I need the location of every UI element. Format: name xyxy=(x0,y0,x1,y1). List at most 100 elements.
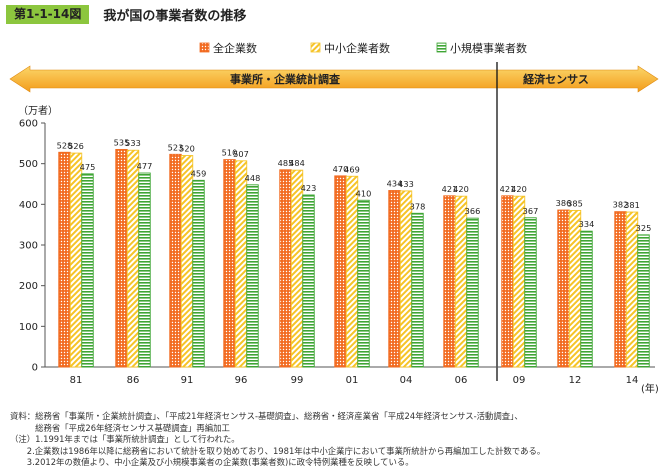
data-label-96-2: 448 xyxy=(245,173,261,183)
bar-01-0 xyxy=(334,175,347,368)
y-tick-label-0: 0 xyxy=(32,363,38,374)
data-label-06-1: 420 xyxy=(453,184,469,194)
y-tick-label-500: 500 xyxy=(19,159,38,170)
x-tick-label-86: 86 xyxy=(127,375,140,386)
x-tick-label-12: 12 xyxy=(569,375,582,386)
data-label-09-1: 420 xyxy=(511,184,527,194)
bar-14-2 xyxy=(637,234,650,368)
bar-04-2 xyxy=(411,212,424,368)
period-label-survey: 事業所・企業統計調査 xyxy=(230,72,340,86)
bar-01-1 xyxy=(345,175,359,368)
bar-09-0 xyxy=(501,195,514,368)
data-label-99-1: 484 xyxy=(289,158,305,168)
data-label-09-2: 367 xyxy=(523,206,539,216)
y-tick-label-400: 400 xyxy=(19,200,38,211)
bar-99-0 xyxy=(279,169,292,368)
period-arrow: 事業所・企業統計調査 経済センサス xyxy=(9,62,659,381)
bar-09-1 xyxy=(512,195,526,368)
bar-09-2 xyxy=(524,217,537,368)
bar-91-2 xyxy=(192,179,205,368)
data-label-12-2: 334 xyxy=(579,219,595,229)
legend: 全企業数 中小企業者数 小規模事業者数 xyxy=(199,41,527,55)
bar-14-1 xyxy=(625,211,639,368)
axes: （万者） 0 100 200 300 400 500 600 81 86 91 96 99 01 04 06 0… xyxy=(18,105,659,395)
bar-99-1 xyxy=(290,169,304,368)
y-tick-label-100: 100 xyxy=(19,322,38,333)
data-label-14-0: 382 xyxy=(613,200,629,210)
data-label-01-0: 470 xyxy=(333,164,349,174)
bar-96-1 xyxy=(234,160,248,368)
bar-06-2 xyxy=(466,217,479,368)
bar-12-2 xyxy=(580,230,593,368)
figure-number-badge: 第1-1-14図 xyxy=(6,4,90,24)
data-label-04-0: 434 xyxy=(387,179,403,189)
x-tick-label-01: 01 xyxy=(346,375,359,386)
bar-96-2 xyxy=(246,184,259,368)
bar-01-2 xyxy=(357,199,370,368)
bar-96-0 xyxy=(223,159,236,368)
data-label-04-1: 433 xyxy=(398,179,414,189)
y-tick-label-300: 300 xyxy=(19,241,38,252)
y-tick-label-200: 200 xyxy=(19,281,38,292)
data-label-01-1: 469 xyxy=(344,164,360,174)
source-notes: 資料：総務省「事業所・企業統計調査」、「平成21年経済センサス-基礎調査」、総務… xyxy=(10,411,545,469)
period-arrow-shape xyxy=(9,65,659,93)
data-label-01-2: 410 xyxy=(356,188,372,198)
figure-title: 我が国の事業者数の推移 xyxy=(103,8,247,24)
bars: 5285264755355334775235204595105074484854… xyxy=(57,137,652,368)
data-label-99-0: 485 xyxy=(278,158,294,168)
legend-swatch-0 xyxy=(199,42,210,53)
data-label-06-0: 421 xyxy=(442,184,458,194)
y-axis-label: （万者） xyxy=(18,105,58,117)
data-label-86-0: 535 xyxy=(114,137,130,147)
data-label-96-1: 507 xyxy=(233,149,249,159)
data-label-91-2: 459 xyxy=(191,168,207,178)
data-label-91-1: 520 xyxy=(179,144,195,154)
bar-81-0 xyxy=(58,151,71,368)
bar-06-1 xyxy=(454,195,468,368)
bar-81-2 xyxy=(81,173,94,368)
note-line-3: 2.企業数は1986年以降に総務省において統計を取り始めており、1981年は中小… xyxy=(10,445,546,456)
bar-81-1 xyxy=(69,152,83,368)
data-label-99-2: 423 xyxy=(301,183,317,193)
note-line-1: 総務省「平成26年経済センサス基礎調査」再編加工 xyxy=(10,422,230,433)
data-label-06-2: 366 xyxy=(465,206,481,216)
bar-14-0 xyxy=(614,211,627,368)
legend-swatch-2 xyxy=(436,42,447,53)
bar-chart: 全企業数 中小企業者数 小規模事業者数 事業所・企業統計調査 経済センサス （万者） 0… xyxy=(9,41,659,395)
data-label-12-0: 386 xyxy=(556,198,572,208)
x-tick-label-09: 09 xyxy=(513,375,526,386)
bar-86-0 xyxy=(115,148,128,368)
note-line-4: 3.2012年の数値より、中小企業及び小規模事業者の企業数(事業者数)に政令特例… xyxy=(10,457,414,468)
data-label-81-1: 526 xyxy=(68,141,84,151)
data-label-09-0: 421 xyxy=(500,184,516,194)
data-label-14-2: 325 xyxy=(636,223,652,233)
bar-12-0 xyxy=(557,209,570,368)
bar-99-2 xyxy=(302,194,315,368)
note-line-2: （注）1.1991年までは「事業所統計調査」として行われた。 xyxy=(10,434,240,445)
data-label-14-1: 381 xyxy=(624,200,640,210)
note-line-0: 資料：総務省「事業所・企業統計調査」、「平成21年経済センサス-基礎調査」、総務… xyxy=(10,411,523,421)
legend-swatch-1 xyxy=(310,42,321,53)
bar-86-1 xyxy=(126,149,140,368)
legend-label-1: 中小企業者数 xyxy=(324,41,390,55)
data-label-86-1: 533 xyxy=(125,138,141,148)
data-label-12-1: 385 xyxy=(567,198,583,208)
x-tick-label-04: 04 xyxy=(400,375,413,386)
bar-91-0 xyxy=(169,153,182,368)
bar-04-0 xyxy=(388,190,401,368)
data-label-96-0: 510 xyxy=(222,148,238,158)
x-tick-label-14: 14 xyxy=(626,375,639,386)
bar-06-0 xyxy=(443,195,456,368)
bar-12-1 xyxy=(568,209,582,368)
x-tick-label-06: 06 xyxy=(455,375,468,386)
data-label-81-0: 528 xyxy=(57,140,73,150)
data-label-04-2: 378 xyxy=(410,201,426,211)
data-label-91-0: 523 xyxy=(168,142,184,152)
x-tick-label-96: 96 xyxy=(235,375,248,386)
x-tick-label-99: 99 xyxy=(291,375,304,386)
y-tick-label-600: 600 xyxy=(19,119,38,130)
x-axis-label: (年) xyxy=(641,382,659,395)
period-label-census: 経済センサス xyxy=(523,72,589,86)
bar-86-2 xyxy=(138,172,151,368)
